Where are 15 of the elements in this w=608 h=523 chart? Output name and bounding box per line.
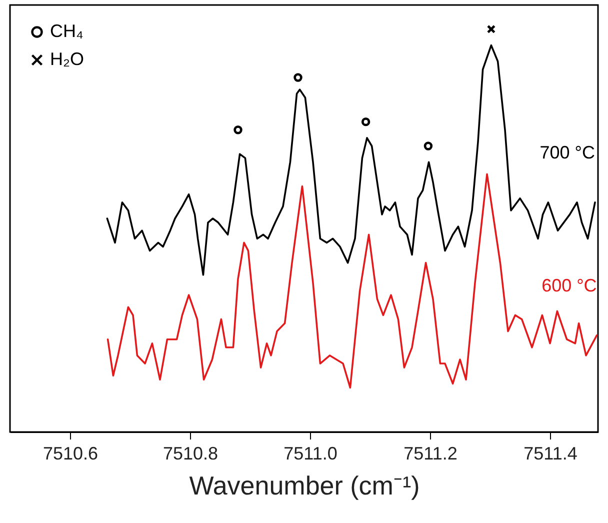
x-tick-label: 7511.0 — [284, 444, 338, 464]
x-tick-label: 7510.8 — [162, 444, 218, 464]
series-label: 700 °C — [540, 142, 595, 162]
x-axis-title: Wavenumber (cm⁻¹) — [189, 470, 420, 500]
series-label: 600 °C — [542, 275, 597, 296]
x-tick-label: 7510.6 — [42, 444, 98, 464]
point — [424, 142, 433, 150]
legend-label: H₂O — [50, 49, 84, 69]
point — [234, 126, 242, 134]
point — [486, 24, 496, 34]
legend-label: CH₄ — [50, 21, 84, 41]
point — [361, 117, 370, 126]
x-tick-label: 7511.2 — [404, 444, 458, 464]
point — [294, 73, 302, 82]
x-tick-label: 7511.4 — [524, 444, 578, 464]
